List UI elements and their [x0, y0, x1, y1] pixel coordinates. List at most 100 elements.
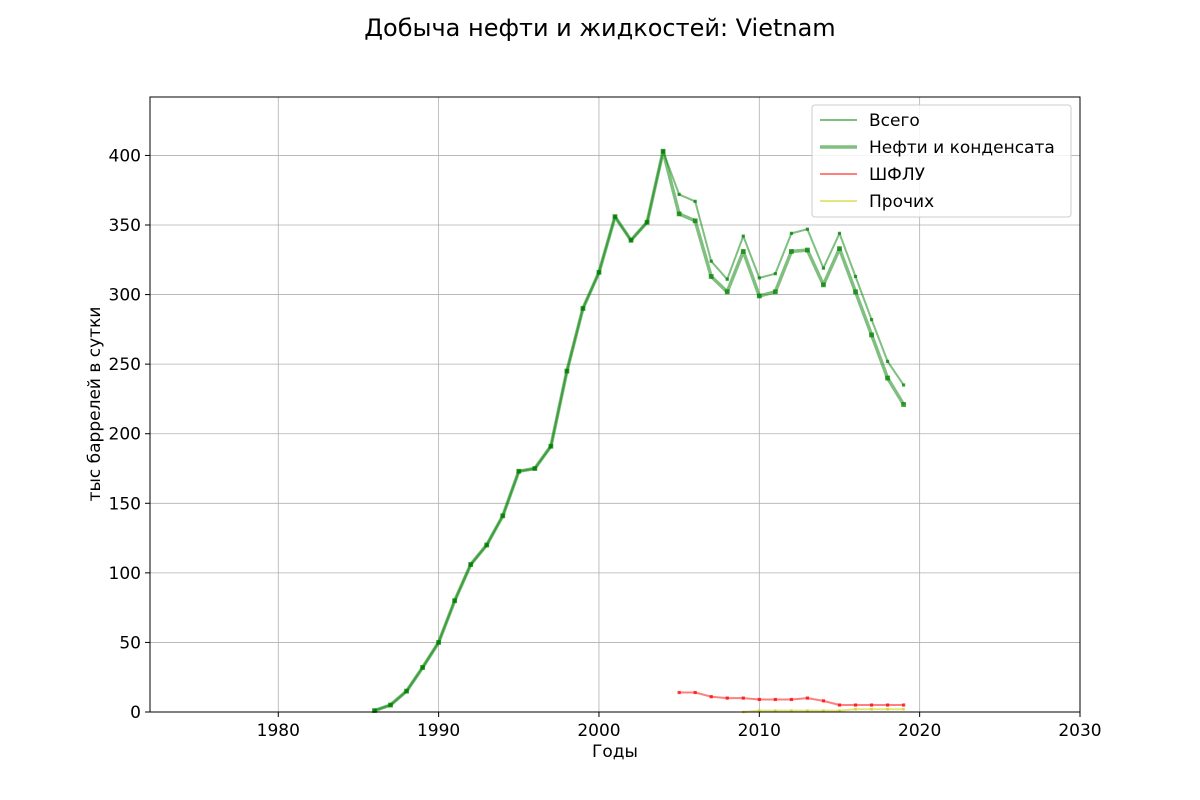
data-point	[821, 282, 826, 288]
data-point	[677, 690, 681, 695]
series-line	[373, 149, 906, 713]
legend: Всего Нефти и конденсата ШФЛУ Прочих	[811, 104, 1072, 218]
data-point	[822, 709, 825, 712]
data-point	[837, 246, 842, 252]
data-point	[901, 402, 907, 407]
data-point	[773, 697, 777, 702]
data-point	[500, 513, 506, 519]
series-4	[742, 708, 905, 714]
plot-area	[372, 148, 907, 714]
y-tick-label: 150	[109, 494, 141, 514]
data-point	[870, 708, 873, 711]
data-point	[886, 708, 889, 711]
data-point	[725, 277, 729, 281]
data-point	[420, 665, 425, 670]
data-point	[885, 703, 890, 707]
data-point	[837, 703, 842, 707]
data-point	[612, 214, 618, 220]
data-point	[902, 703, 906, 707]
data-point	[628, 237, 634, 243]
data-point	[774, 709, 777, 712]
data-point	[772, 289, 778, 295]
data-point	[693, 690, 697, 695]
y-axis-label: тыс баррелей в сутки	[85, 307, 105, 502]
x-tick-label: 2020	[898, 721, 941, 741]
data-point	[644, 219, 650, 225]
data-point	[854, 708, 857, 711]
plot-frame	[149, 96, 1081, 713]
x-tick-label: 2000	[577, 721, 620, 741]
y-tick-label: 250	[109, 355, 141, 375]
data-point	[709, 695, 713, 699]
data-point	[757, 697, 761, 702]
series-1	[372, 149, 906, 713]
data-point	[516, 468, 522, 474]
y-tick-label: 50	[119, 633, 141, 653]
data-point	[404, 688, 409, 694]
data-point	[805, 696, 810, 700]
data-point	[789, 697, 793, 702]
y-tick-label: 0	[130, 703, 141, 723]
data-point	[788, 249, 794, 254]
data-point	[869, 703, 874, 707]
y-axis: 0 50 100 150 200 250 300 350 400	[109, 146, 150, 723]
data-point	[902, 708, 905, 711]
data-point	[677, 192, 681, 196]
data-point	[757, 276, 761, 280]
series-line	[374, 150, 905, 712]
data-point	[853, 274, 858, 279]
data-point	[564, 368, 570, 374]
x-axis: 1980 1990 2000 2010 2020 2030	[257, 712, 1102, 741]
data-point	[885, 359, 890, 363]
y-tick-label: 200	[109, 425, 141, 445]
data-point	[806, 709, 809, 712]
data-point	[740, 249, 746, 254]
data-point	[821, 699, 826, 703]
legend-box	[811, 104, 1072, 218]
x-tick-label: 2010	[738, 721, 781, 741]
data-point	[869, 332, 874, 338]
x-tick-label: 1980	[257, 721, 300, 741]
data-point	[724, 289, 730, 295]
data-point	[790, 709, 793, 712]
y-tick-label: 100	[109, 564, 141, 584]
data-point	[692, 218, 698, 224]
data-point	[532, 466, 538, 471]
data-point	[838, 709, 841, 712]
data-point	[596, 269, 602, 275]
data-point	[436, 640, 442, 645]
x-axis-label: Годы	[592, 742, 638, 762]
data-point	[372, 708, 377, 714]
y-tick-label: 400	[109, 146, 141, 166]
x-tick-label: 2030	[1058, 721, 1101, 741]
data-point	[676, 211, 682, 217]
series-2	[372, 148, 907, 714]
legend-entry: Прочих	[869, 192, 934, 212]
series-3	[677, 690, 906, 707]
chart-title: Добыча нефти и жидкостей: Vietnam	[364, 14, 835, 42]
x-tick-label: 1990	[417, 721, 460, 741]
data-point	[709, 259, 713, 263]
data-point	[773, 272, 777, 276]
data-point	[548, 443, 554, 449]
data-point	[660, 148, 666, 154]
data-point	[468, 562, 474, 567]
legend-entry: Нефти и конденсата	[869, 138, 1055, 158]
data-point	[741, 696, 745, 700]
legend-entry: Всего	[869, 111, 920, 131]
data-point	[805, 227, 810, 231]
data-point	[388, 702, 393, 708]
data-point	[853, 703, 858, 707]
data-point	[869, 318, 874, 322]
data-point	[693, 199, 697, 203]
data-point	[885, 375, 890, 381]
legend-entry: ШФЛУ	[869, 165, 926, 185]
data-point	[758, 709, 761, 712]
data-point	[853, 289, 858, 295]
y-tick-label: 300	[109, 286, 141, 306]
data-point	[725, 696, 729, 700]
data-point	[708, 274, 714, 279]
data-point	[580, 306, 586, 311]
data-point	[789, 231, 793, 235]
